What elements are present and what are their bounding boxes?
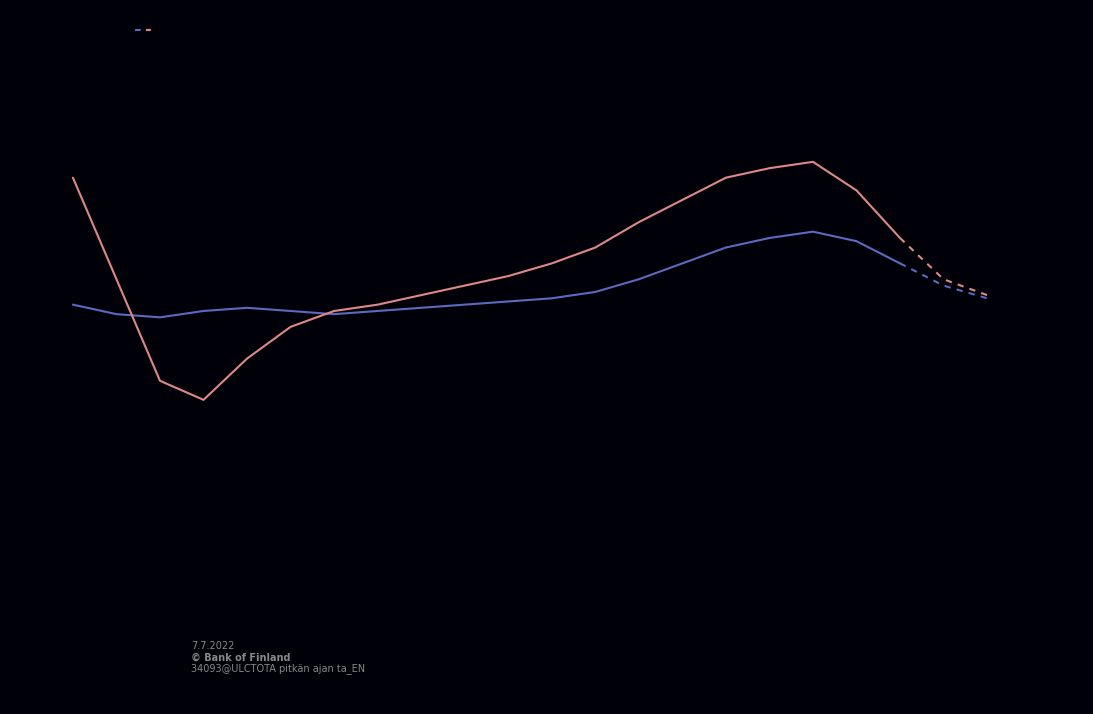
Text: 7.7.2022: 7.7.2022 [191, 641, 235, 651]
Text: © Bank of Finland: © Bank of Finland [191, 653, 291, 663]
Legend: ULC, ULC adj.: ULC, ULC adj. [136, 29, 157, 31]
Text: 34093@ULCTOTA pitkän ajan ta_EN: 34093@ULCTOTA pitkän ajan ta_EN [191, 663, 365, 674]
